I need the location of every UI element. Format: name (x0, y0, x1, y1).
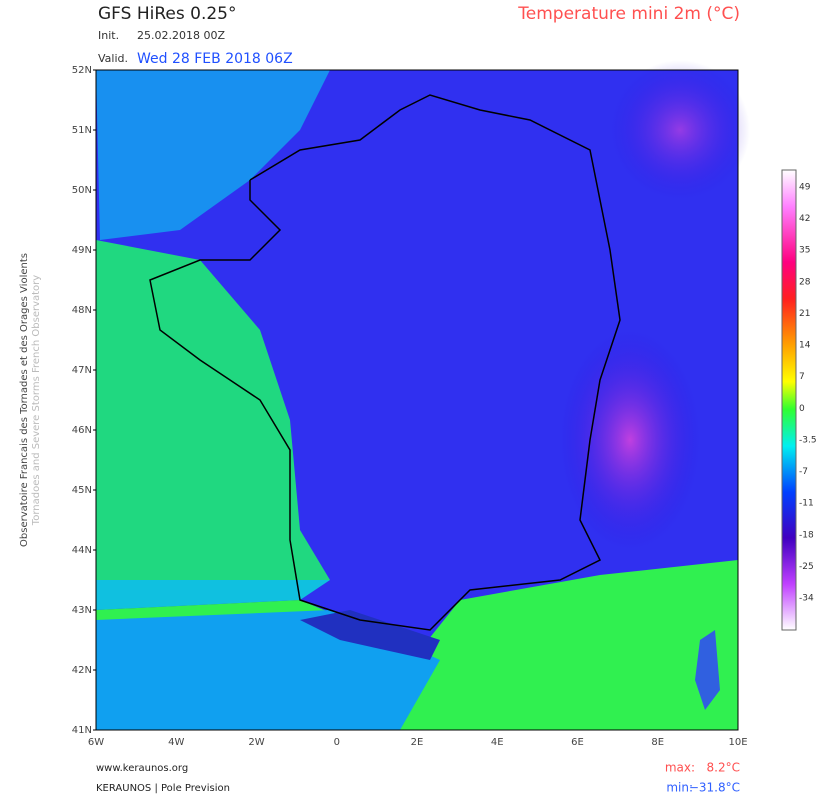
lat-label: 51N (72, 125, 92, 136)
max-label: max: (665, 761, 695, 775)
parameter-title: Temperature mini 2m (°C) (517, 4, 740, 24)
lat-label: 52N (72, 65, 92, 76)
colorbar-label: -11 (799, 499, 814, 509)
lat-label: 48N (72, 305, 92, 316)
coast-band (96, 580, 330, 610)
alps-cold-core (560, 330, 700, 550)
lat-label: 45N (72, 485, 92, 496)
lon-label: 0 (334, 737, 340, 748)
side-text: Observatoire Francais des Tornades et de… (19, 253, 30, 547)
colorbar-label: 28 (799, 277, 811, 287)
lat-label: 41N (72, 725, 92, 736)
lon-label: 4E (491, 737, 504, 748)
france-border (149, 94, 621, 631)
colorbar-labels: 49 42 35 28 21 14 7 0 -3.5 -7 -11 -18 -25 -34 (799, 183, 817, 604)
min-value: −31.8°C (689, 781, 740, 795)
colorbar-label: 42 (799, 214, 810, 224)
colorbar-label: 21 (799, 309, 810, 319)
colorbar-label: 7 (799, 372, 805, 382)
init-date: 25.02.2018 00Z (137, 29, 225, 42)
valid-label: Valid. (98, 52, 128, 65)
lon-label: 6E (571, 737, 584, 748)
colorbar-label: -18 (799, 530, 814, 540)
channel-sea (96, 70, 330, 240)
lon-label: 4W (168, 737, 184, 748)
min-label: min: (666, 781, 693, 795)
lon-label: 8E (651, 737, 664, 748)
lon-label: 2W (248, 737, 264, 748)
germany-cold-core (610, 60, 750, 200)
colorbar-label: 0 (799, 404, 805, 414)
init-label: Init. (98, 29, 119, 42)
map-area (95, 60, 750, 731)
colorbar-label: 14 (799, 341, 811, 351)
lon-label: 2E (411, 737, 424, 748)
corsica (695, 630, 720, 710)
lat-label: 46N (72, 425, 92, 436)
side-text-en: Tornadoes and Severe Storms French Obser… (31, 275, 42, 526)
lat-label: 43N (72, 605, 92, 616)
model-title: GFS HiRes 0.25° (98, 4, 236, 24)
colorbar-label: -7 (799, 467, 808, 477)
colorbar-label: -3.5 (799, 435, 817, 445)
lat-label: 49N (72, 245, 92, 256)
lat-label: 42N (72, 665, 92, 676)
colorbar (781, 169, 797, 631)
valid-date: Wed 28 FEB 2018 06Z (137, 51, 293, 67)
lon-label: 10E (728, 737, 747, 748)
colorbar-label: 35 (799, 246, 810, 256)
colorbar-label: -34 (799, 594, 814, 604)
lat-label: 44N (72, 545, 92, 556)
lat-labels: 52N 51N 50N 49N 48N 47N 46N 45N 44N 43N 42N 41N (72, 65, 96, 736)
colorbar-label: -25 (799, 562, 814, 572)
map-frame (95, 69, 739, 731)
lat-label: 50N (72, 185, 92, 196)
lon-label: 6W (88, 737, 104, 748)
lon-labels: 6W 4W 2W 0 2E 4E 6E 8E 10E (88, 737, 748, 748)
atlantic-sea (96, 240, 330, 580)
pyrenees (300, 610, 440, 660)
lat-label: 47N (72, 365, 92, 376)
colorbar-label: 49 (799, 183, 811, 193)
footer-url: www.keraunos.org (96, 763, 188, 774)
footer-credit: KERAUNOS | Pole Prevision (96, 783, 230, 794)
max-value: 8.2°C (707, 761, 740, 775)
